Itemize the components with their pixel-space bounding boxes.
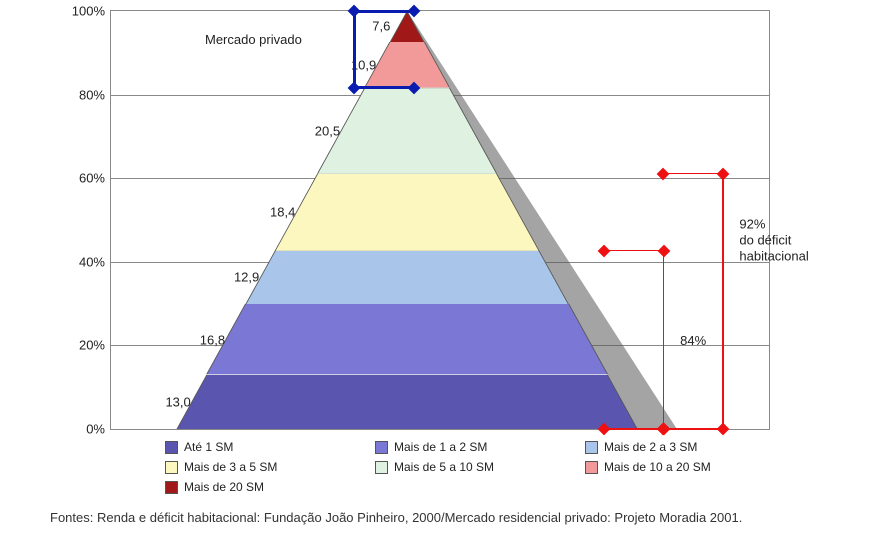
legend-label: Mais de 5 a 10 SM (394, 460, 494, 474)
y-tick-label: 40% (79, 254, 105, 269)
legend: Até 1 SM Mais de 1 a 2 SM Mais de 2 a 3 SM… (165, 440, 805, 500)
y-tick-label: 80% (79, 87, 105, 102)
bracket-label: 92%do déficithabitacional (739, 217, 808, 266)
legend-label: Mais de 3 a 5 SM (184, 460, 277, 474)
y-tick-label: 0% (86, 422, 105, 437)
legend-label: Mais de 20 SM (184, 480, 264, 494)
value-label: 20,5 (315, 123, 340, 138)
layer-0 (111, 375, 769, 429)
legend-swatch-icon (165, 481, 178, 494)
bracket-label: 84% (680, 333, 706, 349)
layer-3 (111, 174, 769, 251)
value-label: 13,0 (165, 394, 190, 409)
legend-swatch-icon (585, 461, 598, 474)
legend-swatch-icon (165, 441, 178, 454)
y-tick-label: 100% (72, 4, 105, 19)
value-label: 7,6 (372, 19, 390, 34)
value-label: 18,4 (270, 205, 295, 220)
legend-item: Mais de 2 a 3 SM (585, 440, 795, 454)
chart-container: 13,016,812,918,420,510,97,6 Mercado priv… (0, 0, 883, 536)
y-tick-label: 60% (79, 171, 105, 186)
y-tick-label: 20% (79, 338, 105, 353)
layer-5 (111, 42, 769, 88)
legend-item: Até 1 SM (165, 440, 375, 454)
value-label: 16,8 (200, 332, 225, 347)
plot-area: 13,016,812,918,420,510,97,6 Mercado priv… (110, 10, 770, 430)
legend-item: Mais de 5 a 10 SM (375, 460, 585, 474)
legend-label: Mais de 2 a 3 SM (604, 440, 697, 454)
legend-label: Até 1 SM (184, 440, 233, 454)
legend-swatch-icon (375, 441, 388, 454)
pyramid-stack (111, 11, 769, 429)
footnote: Fontes: Renda e déficit habitacional: Fu… (50, 510, 742, 525)
legend-item: Mais de 1 a 2 SM (375, 440, 585, 454)
legend-label: Mais de 10 a 20 SM (604, 460, 711, 474)
legend-item: Mais de 3 a 5 SM (165, 460, 375, 474)
layer-4 (111, 88, 769, 174)
legend-item: Mais de 10 a 20 SM (585, 460, 795, 474)
layer-2 (111, 251, 769, 305)
legend-swatch-icon (165, 461, 178, 474)
legend-label: Mais de 1 a 2 SM (394, 440, 487, 454)
legend-swatch-icon (585, 441, 598, 454)
bracket-label: Mercado privado (205, 32, 302, 48)
value-label: 12,9 (234, 270, 259, 285)
legend-swatch-icon (375, 461, 388, 474)
legend-item: Mais de 20 SM (165, 480, 375, 494)
